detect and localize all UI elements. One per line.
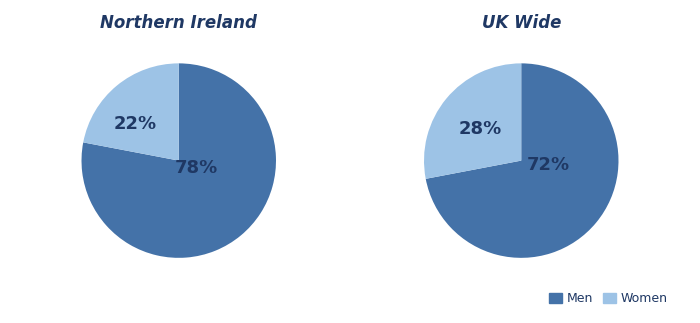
Title: UK Wide: UK Wide bbox=[482, 14, 561, 32]
Legend: Men, Women: Men, Women bbox=[545, 287, 673, 310]
Title: Northern Ireland: Northern Ireland bbox=[100, 14, 257, 32]
Wedge shape bbox=[426, 63, 619, 258]
Wedge shape bbox=[81, 63, 276, 258]
Wedge shape bbox=[83, 63, 178, 161]
Text: 28%: 28% bbox=[458, 120, 502, 139]
Wedge shape bbox=[424, 63, 522, 179]
Text: 22%: 22% bbox=[113, 115, 157, 133]
Text: 78%: 78% bbox=[174, 159, 218, 177]
Text: 72%: 72% bbox=[527, 156, 570, 174]
